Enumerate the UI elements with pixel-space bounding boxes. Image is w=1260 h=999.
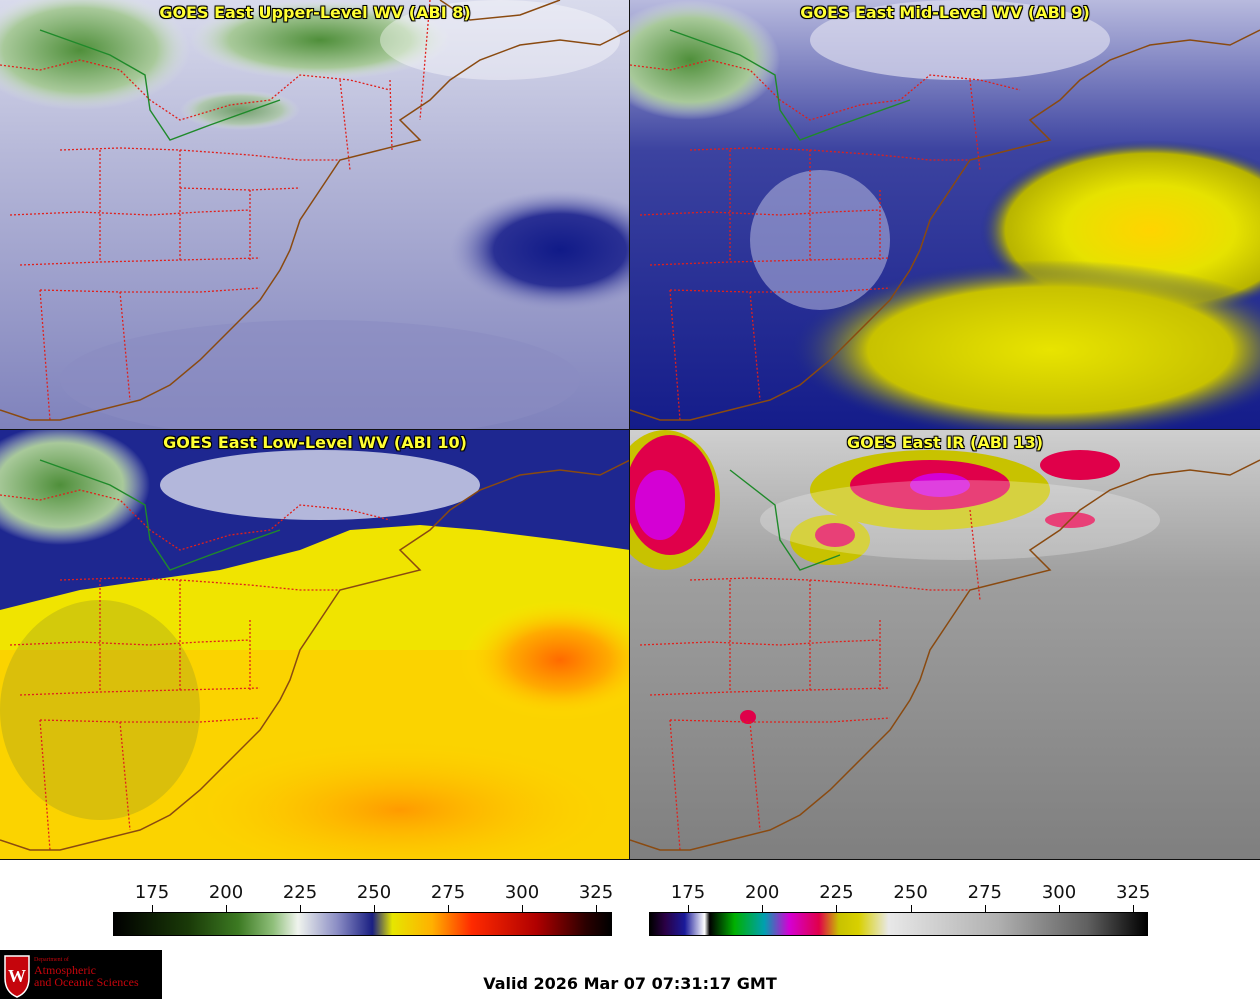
panel-title: GOES East Mid-Level WV (ABI 9): [800, 3, 1090, 22]
colorbar-tick: [984, 905, 986, 913]
logo-line-department: Department of: [34, 957, 69, 963]
colorbar-tick: [596, 905, 597, 913]
valid-time: Valid 2026 Mar 07 07:31:17 GMT: [483, 974, 777, 993]
colorbar-tick: [226, 905, 227, 913]
ir-panel: GOES East IR (ABI 13): [630, 430, 1260, 860]
horizontal-divider: [0, 429, 1260, 430]
logo-line-oceanic: and Oceanic Sciences: [34, 975, 139, 989]
low-level-wv-image: [0, 430, 630, 860]
wv-colorbar: [113, 912, 612, 936]
upper-level-wv-image: [0, 0, 630, 430]
colorbar-tick: [762, 905, 764, 913]
colorbar-tick-label: 325: [578, 882, 614, 903]
colorbar-tick-label: 275: [430, 882, 466, 903]
low-level-wv-panel: GOES East Low-Level WV (ABI 10): [0, 430, 630, 860]
colorbar-tick: [374, 905, 375, 913]
panel-title: GOES East Upper-Level WV (ABI 8): [159, 3, 471, 22]
colorbar-tick: [522, 905, 523, 913]
colorbar-tick-label: 175: [134, 882, 170, 903]
colorbar-tick-label: 200: [745, 882, 780, 903]
bottom-border: [0, 859, 1260, 860]
panel-title: GOES East IR (ABI 13): [846, 433, 1044, 452]
colorbar-tick-label: 275: [967, 882, 1002, 903]
colorbar-tick-label: 250: [893, 882, 928, 903]
mid-level-wv-image: [630, 0, 1260, 430]
colorbar-tick-label: 225: [282, 882, 318, 903]
logo-line-atmospheric: Atmospheric: [34, 963, 96, 977]
colorbar-tick-label: 175: [670, 882, 706, 903]
colorbar-tick-label: 225: [819, 882, 854, 903]
colorbar-tick: [1059, 905, 1060, 913]
ir-image: [630, 430, 1260, 860]
colorbar-tick: [448, 905, 449, 913]
aos-logo: W Department of Atmospheric and Oceanic …: [0, 950, 162, 999]
svg-text:W: W: [8, 966, 26, 986]
colorbar-tick-label: 250: [356, 882, 392, 903]
colorbar-tick: [836, 905, 838, 913]
colorbar-tick: [1133, 905, 1135, 913]
uw-crest-icon: W: [4, 955, 30, 998]
colorbar-tick-label: 300: [1041, 882, 1077, 903]
upper-level-wv-panel: GOES East Upper-Level WV (ABI 8): [0, 0, 630, 430]
vertical-divider: [629, 0, 630, 860]
colorbar-tick-label: 325: [1116, 882, 1151, 903]
colorbar-tick: [910, 905, 912, 913]
mid-level-wv-panel: GOES East Mid-Level WV (ABI 9): [630, 0, 1260, 430]
ir-colorbar: [649, 912, 1148, 936]
colorbar-tick: [152, 905, 153, 913]
colorbar-tick: [300, 905, 301, 913]
colorbar-tick-label: 300: [504, 882, 540, 903]
colorbar-tick: [688, 905, 689, 913]
colorbar-tick-label: 200: [208, 882, 244, 903]
panel-title: GOES East Low-Level WV (ABI 10): [163, 433, 467, 452]
